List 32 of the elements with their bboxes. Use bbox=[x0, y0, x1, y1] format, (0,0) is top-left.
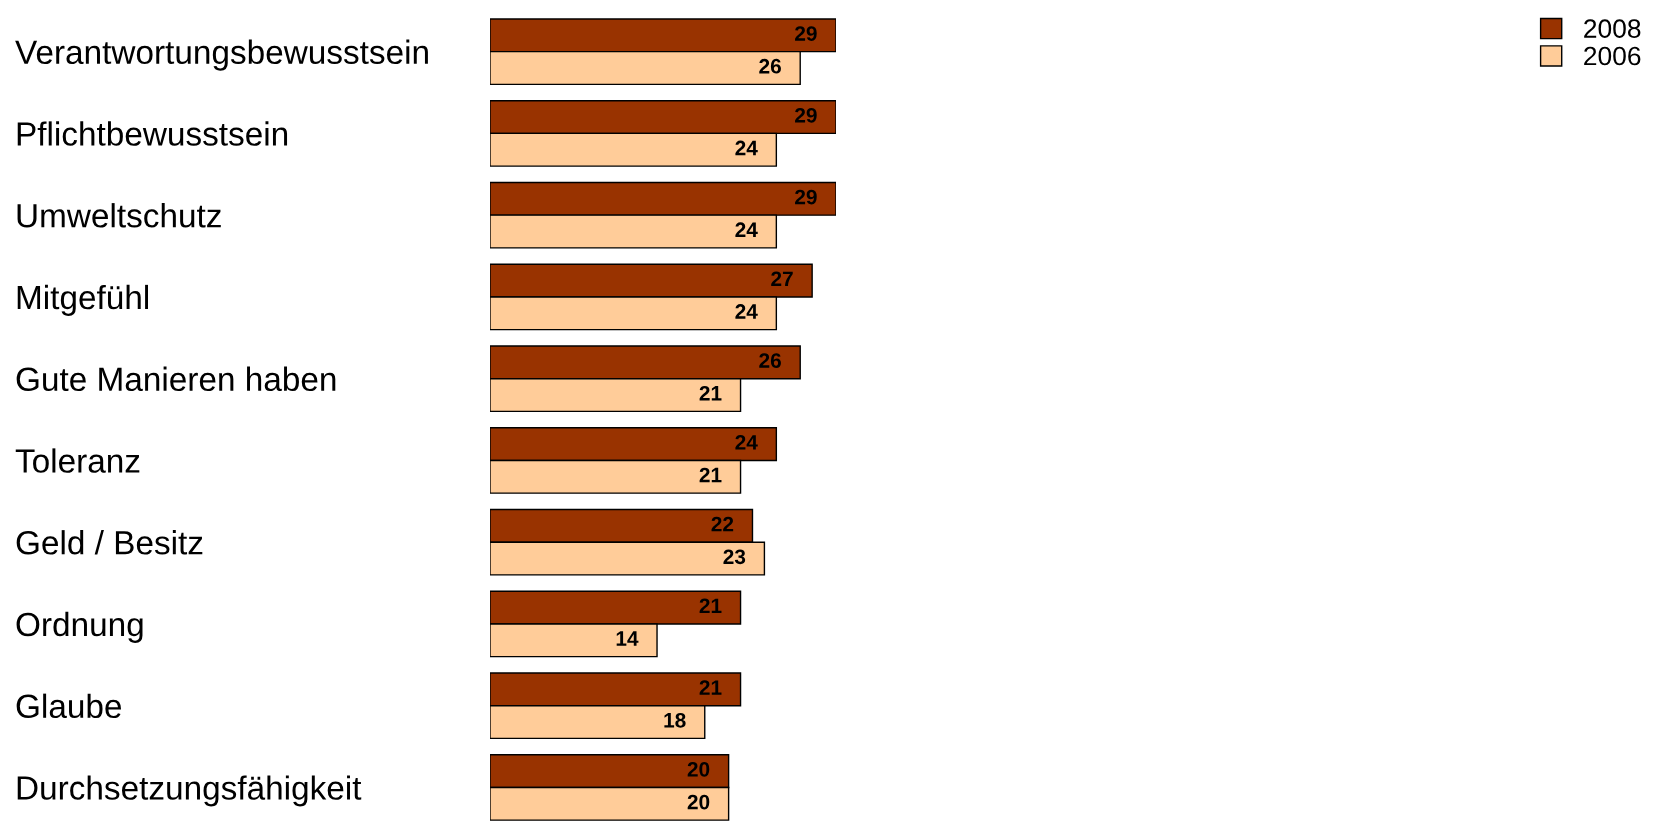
y-tick-label: Glaube bbox=[16, 693, 122, 719]
data-label: 26 bbox=[759, 353, 781, 368]
data-label: 26 bbox=[759, 58, 781, 74]
data-label: 29 bbox=[795, 189, 817, 205]
data-label: 24 bbox=[735, 304, 758, 319]
legend-label: 2008 bbox=[1584, 19, 1641, 38]
data-label: 29 bbox=[795, 107, 817, 123]
y-tick-label: Mitgefühl bbox=[17, 284, 149, 316]
data-label: 24 bbox=[735, 222, 758, 237]
data-label: 20 bbox=[687, 761, 710, 777]
data-label: 21 bbox=[699, 467, 722, 483]
data-label: 14 bbox=[616, 631, 639, 646]
data-label: 21 bbox=[699, 598, 722, 613]
legend-label: 2006 bbox=[1584, 46, 1641, 66]
data-label: 29 bbox=[795, 26, 817, 41]
y-tick-label: Verantwortungsbewusstsein bbox=[15, 39, 428, 71]
data-label: 24 bbox=[735, 140, 758, 156]
data-label: 22 bbox=[711, 516, 734, 532]
data-label: 23 bbox=[723, 549, 746, 565]
data-label: 21 bbox=[699, 680, 722, 695]
y-tick-label: Umweltschutz bbox=[17, 203, 221, 228]
data-label: 27 bbox=[771, 271, 793, 286]
y-tick-label: Ordnung bbox=[16, 611, 143, 643]
y-tick-label: Gute Manieren haben bbox=[16, 366, 336, 392]
data-label: 24 bbox=[735, 434, 758, 450]
y-tick-label: Pflichtbewusstsein bbox=[17, 121, 288, 146]
data-label: 20 bbox=[687, 794, 710, 810]
data-label: 18 bbox=[664, 712, 686, 728]
y-tick-label: Toleranz bbox=[15, 448, 140, 473]
y-tick-label: Geld / Besitz bbox=[16, 530, 203, 555]
data-label: 21 bbox=[699, 385, 722, 401]
y-tick-label: Durchsetzungsfähigkeit bbox=[17, 775, 362, 807]
